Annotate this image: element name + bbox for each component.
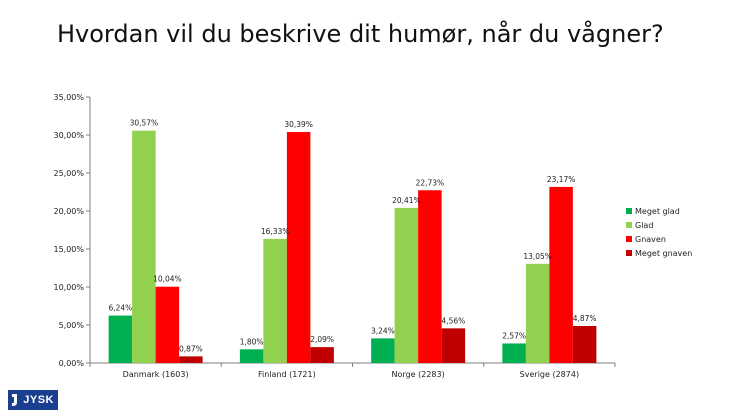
bar-gnaven [155,286,180,363]
bar-labels: 6,24% 1,80% 3,24% 2,57% 30,57% 16,33% 20,41% 13… [108,119,596,354]
y-tick-label: 15,00% [53,245,84,254]
bar-meget-glad [502,343,526,363]
legend-swatch [626,236,632,242]
legend-swatch [626,208,632,214]
bar-meget-glad [108,315,133,363]
legend-swatch [626,222,632,228]
x-tick-label: Danmark (1603) [123,370,189,379]
bars [108,130,597,363]
data-label: 13,05% [523,252,552,261]
y-axis: 0,00% 5,00% 10,00% 15,00% 20,00% 25,00% 30,00%… [53,93,91,368]
bar-meget-gnaven [441,328,466,363]
data-label: 30,57% [130,119,159,128]
jysk-logo: JYSK [8,390,58,410]
data-label: 3,24% [371,326,395,335]
x-tick-label: Sverige (2874) [520,370,579,379]
bar-glad [525,263,550,363]
bar-meget-gnaven [179,356,203,363]
bar-glad [263,238,287,363]
bar-gnaven [286,132,311,363]
legend-label: Meget gnaven [635,249,692,258]
data-label: 30,39% [284,120,313,129]
data-label: 6,24% [108,304,132,313]
legend-swatch [626,250,632,256]
y-tick-label: 30,00% [53,131,84,140]
y-tick-label: 35,00% [53,93,84,102]
data-label: 4,87% [573,314,597,323]
logo-text: JYSK [23,394,54,406]
data-label: 23,17% [547,175,576,184]
y-tick-label: 5,00% [59,321,85,330]
y-tick-label: 0,00% [59,359,85,368]
data-label: 22,73% [416,178,445,187]
data-label: 10,04% [153,275,182,284]
y-tick-label: 20,00% [53,207,84,216]
data-label: 16,33% [261,227,290,236]
legend-label: Meget glad [635,207,680,216]
page-title: Hvordan vil du beskrive dit humør, når d… [57,20,664,48]
legend-label: Gnaven [635,235,666,244]
data-label: 2,57% [502,331,526,340]
y-tick-label: 25,00% [53,169,84,178]
bar-gnaven [549,186,573,363]
x-axis: Danmark (1603) Finland (1721) Norge (2283)… [89,362,616,379]
bar-glad [132,130,156,363]
bar-gnaven [418,190,442,363]
x-tick-label: Finland (1721) [258,370,316,379]
data-label: 4,56% [441,316,465,325]
data-label: 0,87% [179,344,203,353]
bar-meget-gnaven [310,347,334,363]
bar-meget-glad [371,338,395,363]
legend-label: Glad [635,221,653,230]
logo-mark-icon [12,394,17,406]
data-label: 1,80% [240,337,264,346]
x-tick-label: Norge (2283) [392,370,445,379]
y-tick-label: 10,00% [53,283,84,292]
legend: Meget glad Glad Gnaven Meget gnaven [626,207,692,258]
bar-meget-glad [239,349,264,363]
bar-glad [394,207,419,363]
data-label: 20,41% [392,196,421,205]
bar-meget-gnaven [572,325,597,363]
data-label: 2,09% [310,335,334,344]
